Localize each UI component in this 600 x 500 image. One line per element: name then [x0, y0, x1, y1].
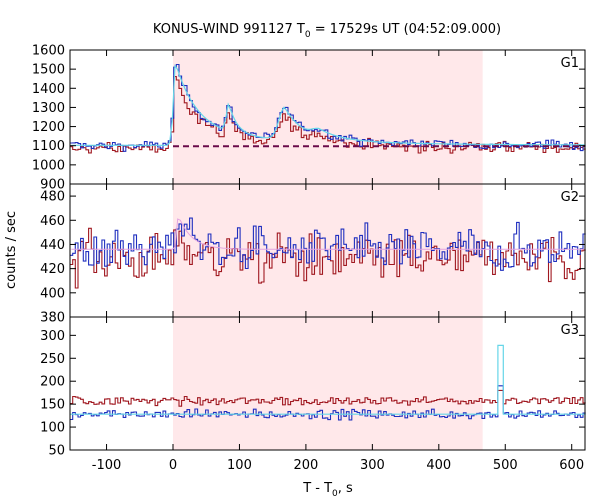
xtick-label-500: 500: [493, 458, 518, 473]
model-curve-g1: [71, 64, 585, 146]
ytick-label-g3-250: 250: [40, 352, 65, 367]
model-curve-g3: [70, 344, 586, 415]
ytick-label-g3-150: 150: [40, 398, 65, 413]
ytick-label-g3-200: 200: [40, 375, 65, 390]
panel-label-g2: G2: [561, 190, 579, 205]
xtick-label-600: 600: [559, 458, 584, 473]
ytick-label-g1-1400: 1400: [32, 82, 65, 97]
ytick-label-g3-50: 50: [48, 444, 65, 459]
chart-title: KONUS-WIND 991127 T0 = 17529s UT (04:52:…: [153, 22, 501, 40]
series-blue-g1: [70, 63, 586, 152]
series-red-g1: [70, 76, 586, 154]
panel-label-g1: G1: [561, 56, 579, 71]
y-axis-title: counts / sec: [4, 211, 19, 289]
tick-layer: G19001000110012001300140015001600G238040…: [32, 44, 585, 473]
ytick-label-g1-1000: 1000: [32, 158, 65, 173]
panel-label-g3: G3: [561, 323, 579, 338]
ytick-label-g2-480: 480: [40, 190, 65, 205]
ytick-label-g2-420: 420: [40, 262, 65, 277]
xtick-label-0: 0: [169, 458, 177, 473]
ytick-label-g2-380: 380: [40, 311, 65, 326]
xtick-label-100: 100: [227, 458, 252, 473]
ytick-label-g3-100: 100: [40, 421, 65, 436]
ytick-label-g1-900: 900: [40, 178, 65, 193]
series-layer: [70, 63, 586, 421]
ytick-label-g2-400: 400: [40, 286, 65, 301]
ytick-label-g2-460: 460: [40, 214, 65, 229]
xtick-label-400: 400: [426, 458, 451, 473]
xtick-label-200: 200: [293, 458, 318, 473]
ytick-label-g1-1100: 1100: [32, 139, 65, 154]
frame-layer: [69, 49, 586, 451]
ytick-label-g1-1500: 1500: [32, 63, 65, 78]
xtick-label--100: -100: [92, 458, 122, 473]
shaded-interval-g3: [173, 317, 483, 450]
panel-frame-g3: [69, 316, 586, 451]
ytick-label-g3-300: 300: [40, 329, 65, 344]
shaded-interval-g1: [173, 50, 483, 184]
ytick-label-g1-1600: 1600: [32, 44, 65, 59]
xtick-label-300: 300: [360, 458, 385, 473]
series-blue-g2: [70, 217, 586, 271]
model-curve-g2: [71, 218, 585, 250]
ytick-label-g1-1300: 1300: [32, 101, 65, 116]
x-axis-title: T - T0, s: [302, 481, 353, 499]
ytick-label-g2-440: 440: [40, 238, 65, 253]
ytick-label-g1-1200: 1200: [32, 120, 65, 135]
